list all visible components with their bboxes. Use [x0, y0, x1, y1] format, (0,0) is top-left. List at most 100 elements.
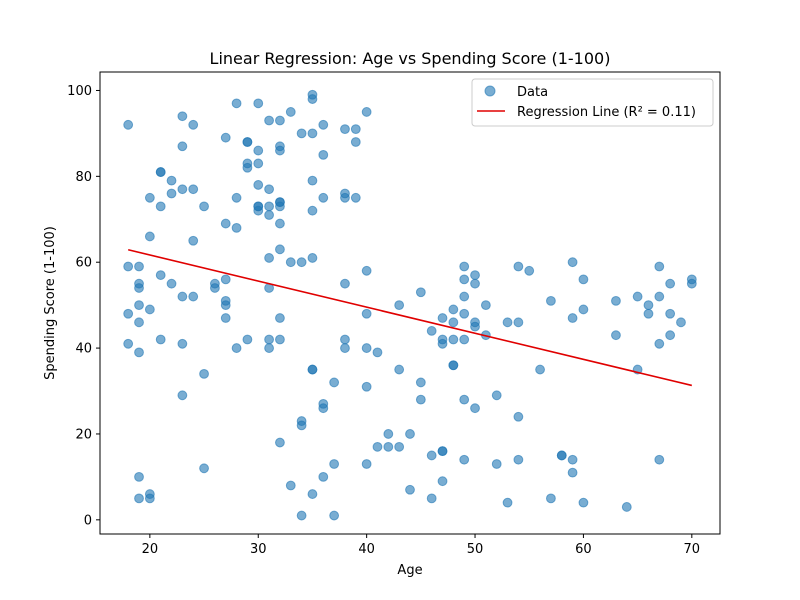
data-point	[155, 167, 166, 177]
data-point	[318, 149, 329, 160]
data-point	[242, 137, 253, 147]
data-point	[480, 300, 491, 311]
data-point	[253, 158, 264, 169]
data-point	[123, 119, 134, 130]
data-point	[199, 368, 209, 379]
regression-line	[127, 248, 693, 387]
data-point	[361, 107, 372, 117]
data-point	[437, 446, 448, 457]
data-point	[676, 317, 686, 328]
data-point	[448, 304, 459, 315]
data-point	[546, 493, 556, 504]
data-point	[177, 338, 188, 349]
data-point	[383, 441, 394, 452]
data-point	[329, 459, 340, 469]
data-point	[643, 300, 654, 311]
data-point	[578, 497, 589, 508]
data-point	[307, 94, 318, 104]
data-point	[134, 347, 144, 358]
data-point	[242, 334, 253, 345]
data-point	[470, 321, 480, 332]
data-point	[275, 201, 285, 212]
data-point	[361, 308, 372, 319]
data-point	[144, 231, 155, 242]
data-point	[654, 261, 665, 272]
data-point	[144, 304, 155, 315]
data-point	[264, 343, 274, 353]
data-point	[665, 278, 676, 289]
data-point	[134, 283, 144, 293]
data-point	[134, 493, 144, 504]
data-point	[307, 253, 318, 263]
data-point	[231, 343, 242, 353]
legend-label-data: Data	[517, 85, 548, 100]
legend: Data Regression Line (R² = 0.11)	[471, 78, 714, 127]
data-point	[318, 403, 329, 414]
data-point	[502, 317, 513, 328]
x-tick-label: 30	[250, 542, 267, 557]
data-point	[296, 420, 307, 431]
data-point	[361, 459, 372, 469]
data-point	[123, 338, 134, 349]
data-point	[513, 454, 524, 465]
data-point	[415, 394, 426, 405]
data-point	[578, 304, 589, 315]
data-point	[177, 111, 188, 122]
data-point	[199, 463, 209, 474]
data-point	[556, 450, 567, 461]
y-tick-label: 0	[84, 513, 92, 528]
data-point	[177, 184, 188, 195]
data-point	[134, 261, 144, 272]
data-point	[686, 278, 697, 289]
data-point	[242, 162, 253, 173]
data-point	[405, 484, 415, 495]
data-point	[144, 493, 155, 504]
x-tick-label: 40	[358, 542, 375, 557]
data-point	[220, 274, 231, 285]
data-point	[296, 510, 307, 521]
data-point	[350, 192, 361, 203]
data-point	[307, 205, 318, 216]
x-tick-label: 70	[684, 542, 701, 557]
data-point	[340, 334, 350, 345]
data-point	[632, 291, 643, 302]
data-point	[383, 429, 394, 439]
data-point	[199, 201, 209, 212]
data-point	[123, 308, 134, 319]
data-point	[470, 270, 480, 280]
data-point	[459, 334, 470, 345]
data-point	[415, 377, 426, 388]
data-point	[307, 364, 318, 375]
x-axis-label: Age	[397, 563, 422, 578]
data-point	[361, 343, 372, 353]
data-point	[611, 330, 621, 341]
data-point	[350, 124, 361, 135]
data-point	[285, 257, 296, 268]
chart-title: Linear Regression: Age vs Spending Score…	[210, 49, 611, 68]
data-point	[459, 291, 470, 302]
data-point	[394, 300, 405, 311]
data-point	[665, 330, 676, 341]
x-tick-label: 60	[575, 542, 592, 557]
data-point	[415, 287, 426, 298]
data-point	[307, 175, 318, 186]
data-point	[296, 128, 307, 139]
data-point	[188, 291, 199, 302]
data-point	[611, 295, 621, 306]
data-point	[253, 98, 264, 109]
y-tick-label: 40	[75, 342, 92, 357]
data-point	[220, 218, 231, 229]
data-point	[285, 107, 296, 117]
data-point	[621, 502, 632, 512]
data-point	[372, 347, 383, 358]
data-point	[231, 222, 242, 233]
data-point	[567, 257, 578, 268]
y-tick-label: 100	[67, 84, 92, 99]
data-point	[231, 98, 242, 109]
data-point	[513, 261, 524, 272]
data-point	[307, 489, 318, 499]
data-point	[134, 317, 144, 328]
data-point	[177, 141, 188, 152]
data-point	[448, 334, 459, 345]
